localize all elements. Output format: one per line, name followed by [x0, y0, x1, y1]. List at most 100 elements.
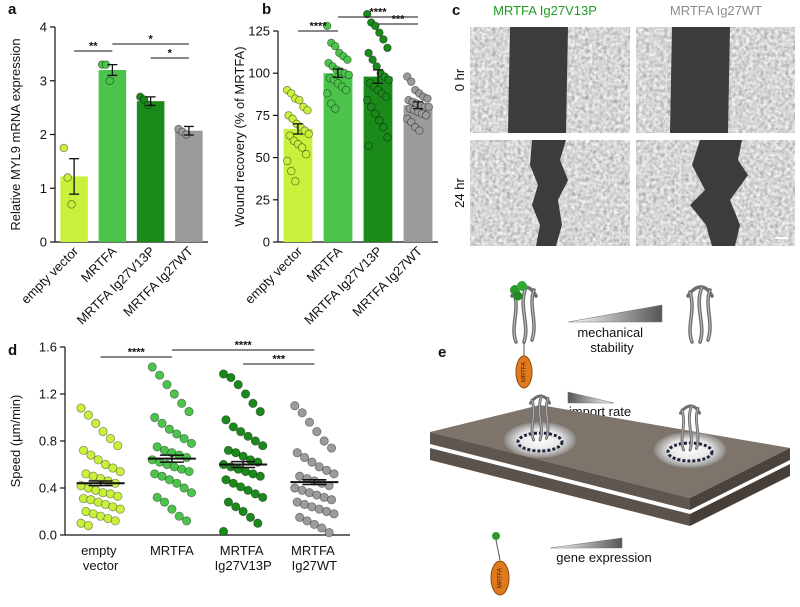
data-point — [314, 462, 324, 472]
significance-label: **** — [128, 347, 146, 359]
protein-label: MRTFA — [498, 568, 504, 588]
data-point — [157, 471, 167, 481]
data-point — [67, 200, 76, 209]
data-point — [228, 422, 238, 432]
bar — [136, 101, 165, 242]
data-point — [152, 442, 162, 452]
data-point — [169, 389, 179, 399]
data-point — [331, 41, 340, 51]
data-point — [172, 478, 182, 488]
data-point — [105, 76, 114, 85]
wound-gap — [690, 140, 748, 246]
data-point — [240, 389, 251, 399]
data-point — [93, 455, 103, 465]
data-point — [157, 418, 167, 428]
data-point — [238, 506, 248, 517]
y-tick-label: 3 — [40, 73, 47, 88]
data-point — [238, 451, 248, 461]
data-point — [155, 370, 165, 380]
panel-label: c — [452, 2, 460, 19]
data-point — [331, 104, 340, 113]
data-point — [186, 438, 197, 448]
data-point — [115, 504, 125, 514]
membrane — [690, 464, 790, 526]
significance-label: *** — [272, 354, 286, 366]
data-point — [236, 482, 246, 492]
data-point — [363, 96, 372, 105]
chart: d Speed (µm/min) 0.0 0.4 0.8 1.2 1.6 empty vect… — [8, 340, 350, 573]
bar — [323, 73, 353, 242]
panel-label: e — [438, 344, 446, 361]
data-point — [139, 95, 149, 104]
data-point — [322, 465, 332, 475]
data-point — [181, 516, 192, 526]
x-tick-label: MRTFA Ig27WT — [349, 243, 425, 319]
y-tick-label: 75 — [256, 108, 270, 123]
data-point — [312, 426, 322, 437]
data-point — [323, 89, 332, 98]
data-point — [297, 408, 307, 418]
data-point — [383, 133, 392, 142]
data-point — [250, 489, 260, 499]
data-point — [295, 512, 305, 522]
data-point — [83, 410, 93, 420]
data-point — [403, 72, 412, 81]
data-point — [174, 511, 184, 521]
data-point — [372, 62, 381, 71]
bar — [363, 76, 393, 243]
x-tick-label: MRTFA Ig27WT — [291, 543, 338, 573]
data-point — [152, 492, 162, 502]
significance-label: **** — [369, 7, 387, 19]
micrograph-panel: c MRTFA Ig27V13P MRTFA Ig27WT 0 hr 24 hr — [452, 2, 795, 246]
data-point — [110, 516, 120, 526]
data-point — [317, 523, 327, 533]
data-point — [424, 102, 433, 112]
data-point — [287, 89, 296, 98]
data-point — [108, 463, 118, 473]
text-line: stability — [590, 340, 634, 355]
data-point — [384, 75, 393, 85]
data-point — [226, 372, 236, 383]
data-point — [162, 379, 172, 390]
data-point — [407, 77, 416, 86]
data-point — [159, 497, 170, 507]
data-point — [379, 123, 388, 132]
data-point — [368, 55, 377, 64]
data-point — [231, 502, 241, 512]
data-point — [329, 509, 339, 519]
y-tick-label: 0.8 — [39, 434, 57, 449]
protein-label: MRTFA — [522, 362, 528, 382]
data-point — [292, 448, 302, 458]
data-point — [304, 417, 315, 427]
significance-label: *** — [392, 14, 406, 26]
chart: a Relative MYL9 mRNA expression 0 1 2 3 4 empty… — [8, 1, 208, 328]
data-point — [248, 398, 258, 408]
data-point — [184, 407, 194, 417]
data-point — [299, 452, 310, 463]
significance-label: **** — [235, 340, 253, 352]
y-tick-label: 4 — [40, 20, 47, 35]
linker — [495, 539, 501, 561]
row-label: 24 hr — [452, 178, 467, 208]
data-point — [307, 457, 317, 467]
diagram-panel: e MRTFA mechanical stability import rate… — [430, 281, 790, 596]
wound-gap — [508, 27, 568, 133]
data-point — [167, 504, 177, 514]
y-tick-label: 2 — [40, 127, 47, 142]
protein — [528, 394, 552, 442]
data-point — [319, 436, 329, 446]
panel-label: b — [262, 1, 271, 18]
data-point — [375, 28, 384, 37]
data-point — [245, 512, 256, 522]
x-tick-label: empty vector — [18, 243, 82, 307]
data-point — [302, 516, 312, 526]
data-point — [301, 150, 311, 159]
significance-label: ** — [89, 41, 98, 53]
data-point — [164, 424, 175, 434]
x-tick-label: MRTFA Ig27WT — [120, 243, 196, 319]
data-point — [255, 471, 265, 481]
membrane — [690, 448, 790, 510]
data-point — [291, 177, 300, 186]
significance-label: * — [148, 34, 153, 46]
